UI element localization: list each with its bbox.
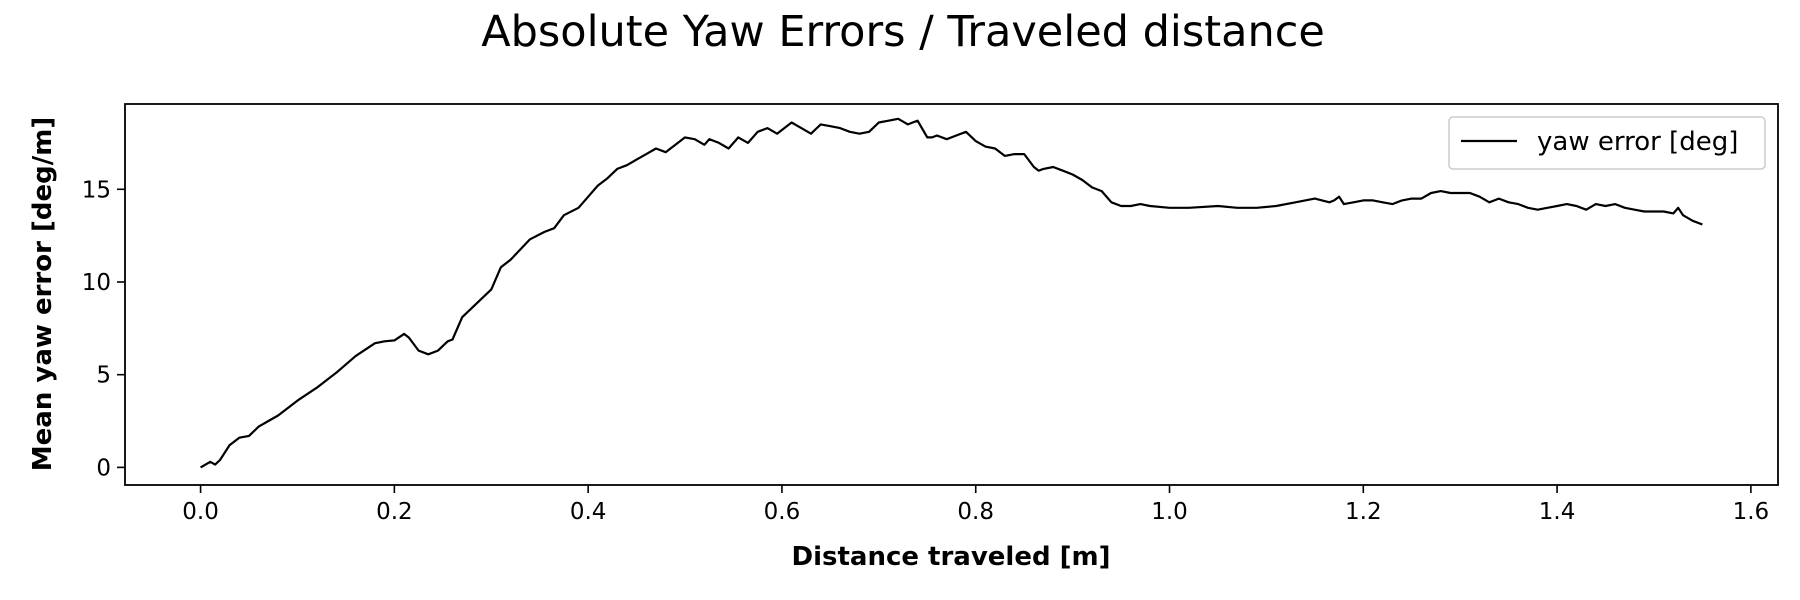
y-tick-label: 15 — [82, 177, 111, 203]
x-tick-label: 0.0 — [182, 499, 219, 525]
x-tick-label: 1.0 — [1151, 499, 1188, 525]
legend-box — [1448, 116, 1766, 170]
x-axis: 0.0 0.2 0.4 0.6 0.8 1.0 1.2 1.4 1.6 — [182, 485, 1769, 525]
series-line-yaw-error — [200, 117, 1703, 469]
x-tick-label: 0.6 — [764, 499, 801, 525]
y-tick-label: 5 — [96, 363, 111, 389]
series-layer — [200, 117, 1703, 469]
y-tick-label: 0 — [96, 455, 111, 481]
x-tick-label: 0.2 — [376, 499, 413, 525]
x-tick-label: 0.4 — [570, 499, 607, 525]
chart-title: Absolute Yaw Errors / Traveled distance — [481, 7, 1325, 57]
x-axis-label: Distance traveled [m] — [792, 542, 1111, 572]
y-tick-label: 10 — [82, 270, 111, 296]
x-tick-label: 1.2 — [1345, 499, 1382, 525]
y-axis: 0 5 10 15 — [82, 177, 125, 481]
legend-label: yaw error [deg] — [1537, 127, 1738, 157]
y-axis-label: Mean yaw error [deg/m] — [28, 117, 58, 471]
x-tick-label: 1.6 — [1733, 499, 1770, 525]
legend: yaw error [deg] — [1448, 116, 1766, 170]
x-tick-label: 1.4 — [1539, 499, 1576, 525]
x-tick-label: 0.8 — [957, 499, 994, 525]
